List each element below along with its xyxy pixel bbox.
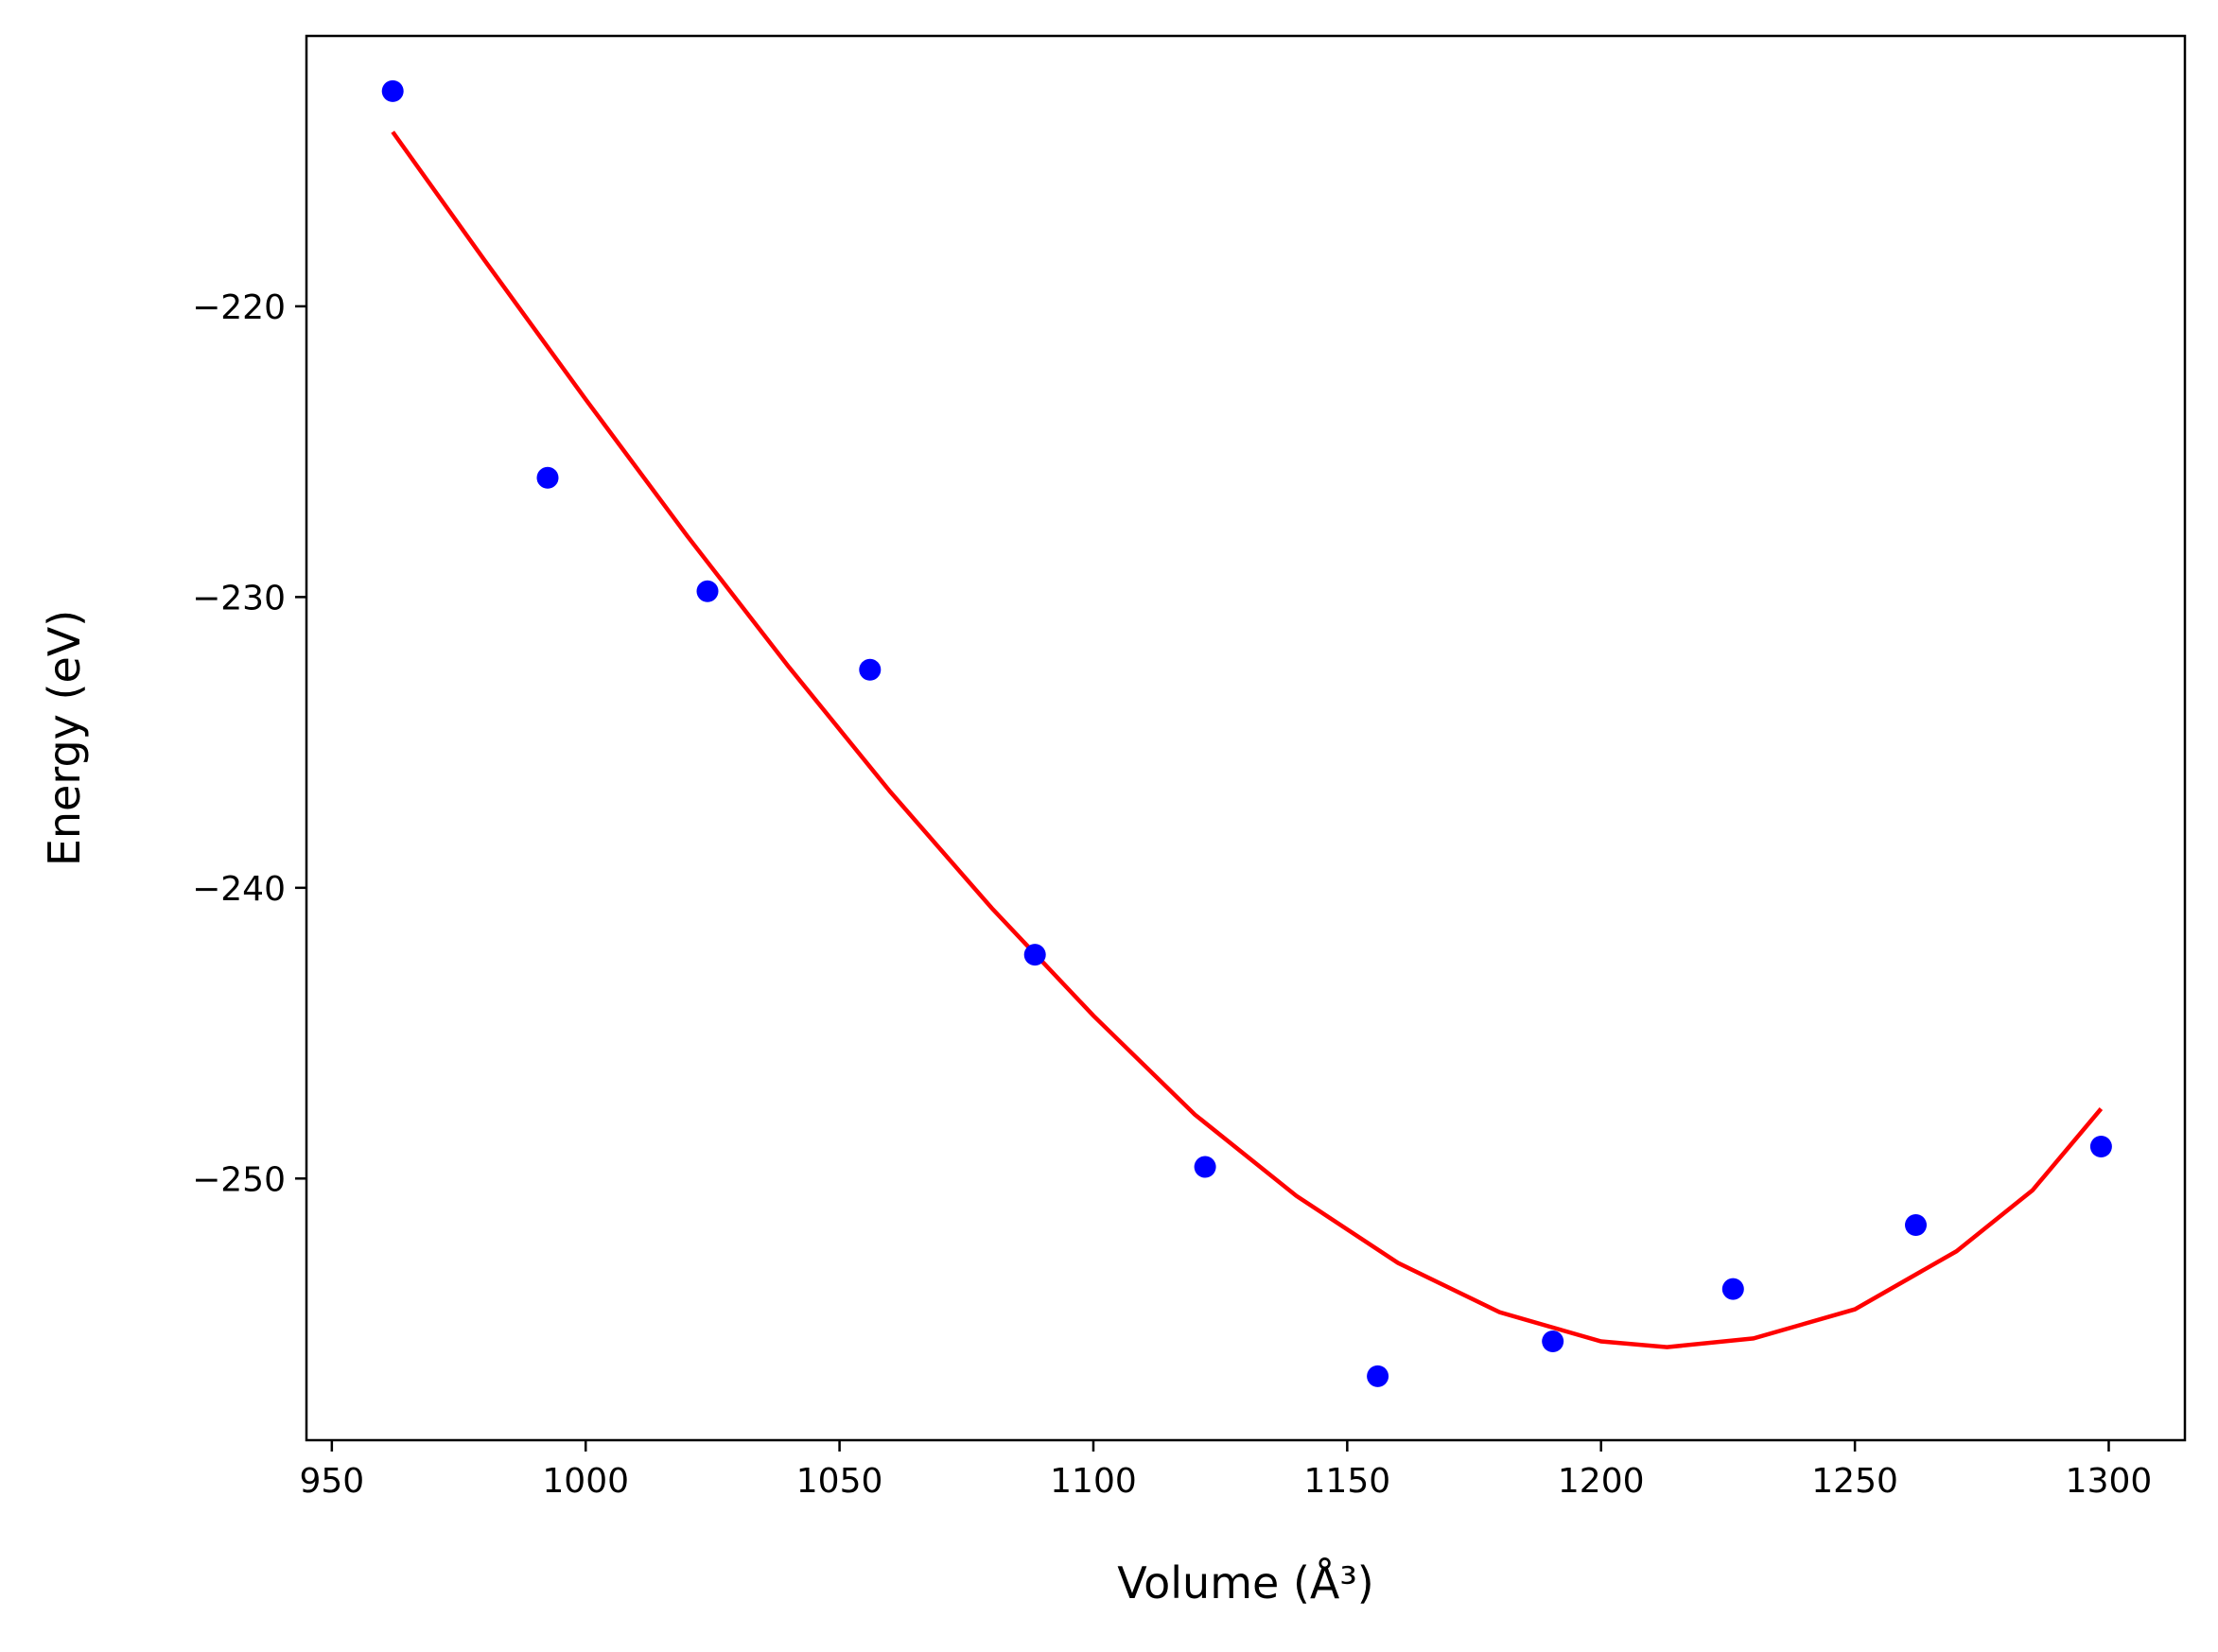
- y-tick-label: −240: [192, 870, 286, 909]
- x-tick-label: 950: [299, 1462, 364, 1501]
- data-point: [1905, 1214, 1927, 1236]
- y-axis-ticks: −220 −230 −240 −250: [192, 288, 306, 1199]
- plot-frame: [305, 34, 2187, 1442]
- y-tick-label: −250: [192, 1160, 286, 1199]
- data-point: [696, 580, 719, 602]
- data-point: [381, 79, 404, 102]
- x-tick-label: 1000: [542, 1462, 629, 1501]
- x-tick-label: 1200: [1558, 1462, 1645, 1501]
- data-point: [536, 466, 559, 489]
- data-point: [1194, 1156, 1216, 1178]
- x-tick-label: 1050: [796, 1462, 883, 1501]
- data-points: [381, 79, 2112, 1387]
- data-point: [1542, 1330, 1564, 1352]
- x-tick-label: 1300: [2066, 1462, 2153, 1501]
- x-tick-label: 1150: [1304, 1462, 1391, 1501]
- x-tick-label: 1100: [1050, 1462, 1137, 1501]
- y-axis-label: Energy (eV): [39, 610, 90, 866]
- data-point: [1367, 1365, 1389, 1387]
- y-tick-label: −220: [192, 288, 286, 327]
- data-point: [1721, 1278, 1744, 1300]
- data-point: [2089, 1136, 2112, 1157]
- fit-curve: [391, 130, 2104, 1349]
- x-axis-label: Volume (Å³): [1117, 1557, 1374, 1609]
- y-tick-label: −230: [192, 579, 286, 617]
- x-tick-label: 1250: [1811, 1462, 1898, 1501]
- data-point: [859, 658, 882, 681]
- x-axis-ticks: 950 1000 1050 1100 1150 1200 1250 1300: [299, 1440, 2152, 1501]
- data-point: [1023, 944, 1046, 966]
